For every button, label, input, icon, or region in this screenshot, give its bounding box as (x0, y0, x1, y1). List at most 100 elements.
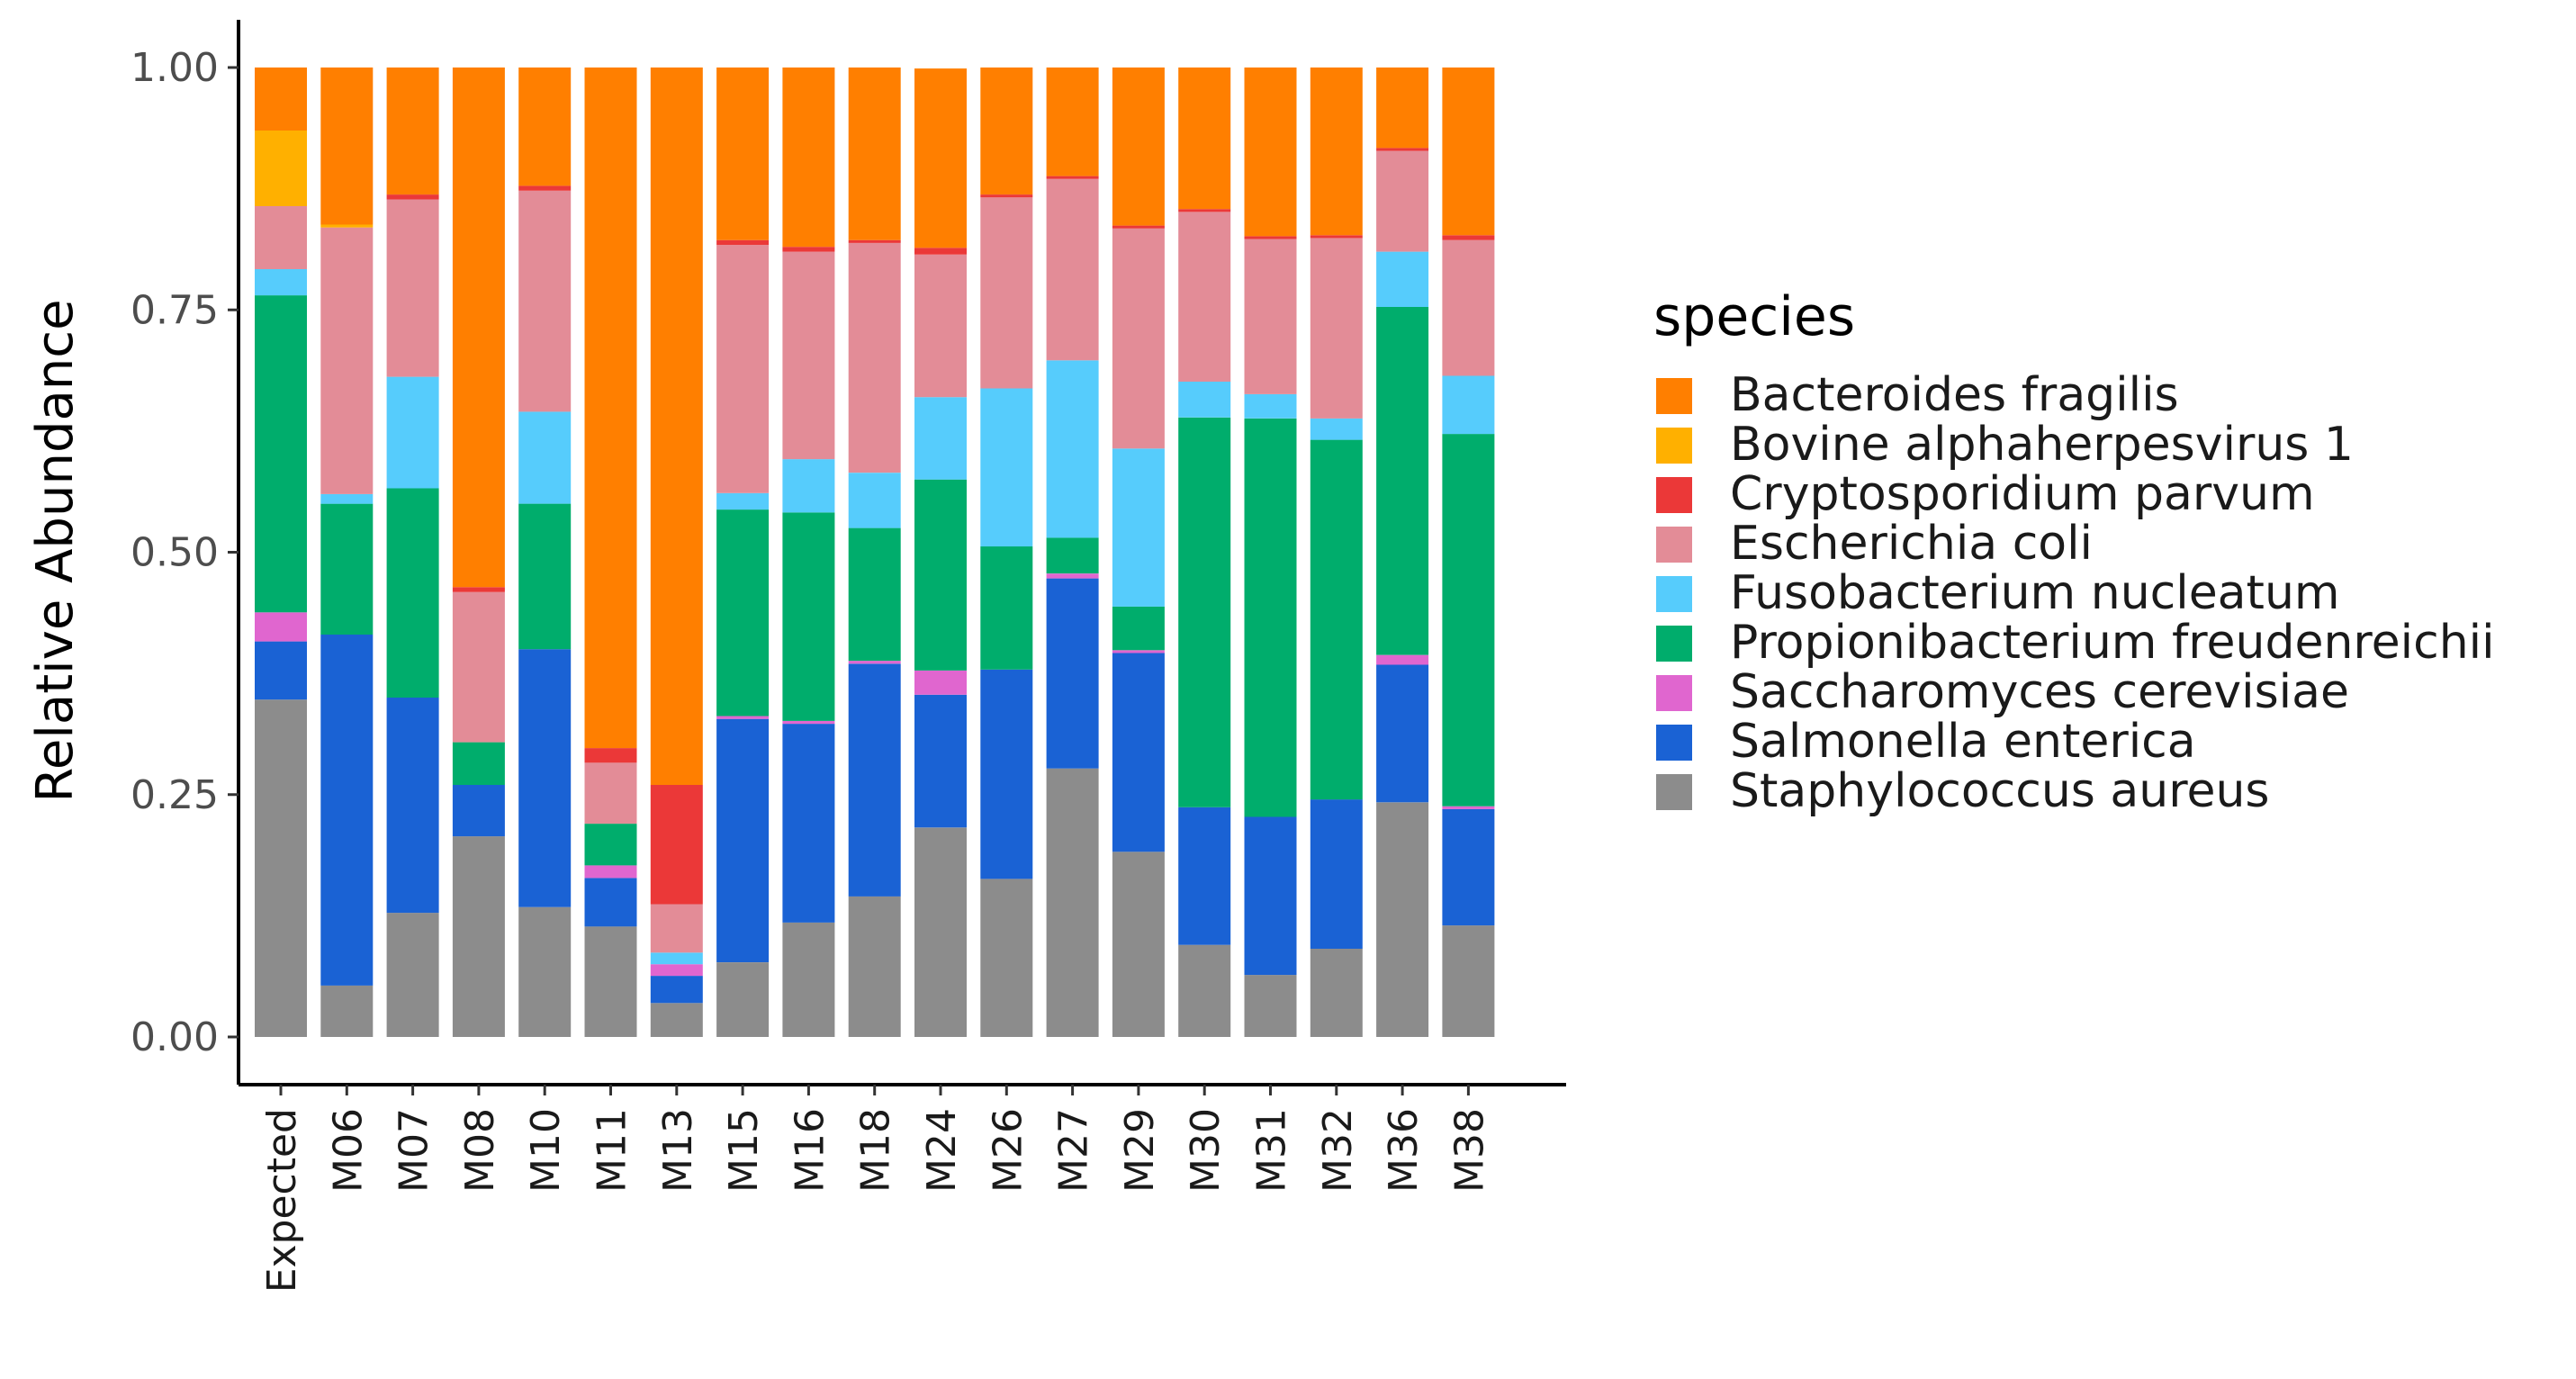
bar-segment-m26-escherichia-coli (980, 197, 1033, 389)
bar-segment-m38-saccharomyces-cerevisiae (1442, 806, 1495, 809)
bar-segment-m06-fusobacterium-nucleatum (320, 493, 374, 504)
bar-segment-m29-saccharomyces-cerevisiae (1112, 650, 1165, 653)
x-tick-label: M06 (325, 1108, 371, 1193)
x-tick-label: M15 (721, 1108, 767, 1193)
bar-segment-m15-escherichia-coli (716, 245, 770, 493)
bar-segment-m30-cryptosporidium-parvum (1178, 209, 1231, 212)
legend-label: Propionibacterium freudenreichii (1730, 616, 2495, 670)
bar-segment-m10-fusobacterium-nucleatum (518, 411, 572, 504)
bar-segment-m36-cryptosporidium-parvum (1376, 148, 1429, 151)
y-axis-title: Relative Abundance (26, 299, 85, 802)
bar-segment-m31-escherichia-coli (1244, 239, 1297, 394)
bar-segment-m24-salmonella-enterica (914, 694, 967, 828)
bar-segment-m24-fusobacterium-nucleatum (914, 397, 967, 480)
bar-segment-expected-staphylococcus-aureus (255, 699, 307, 1037)
x-tick-label: M08 (457, 1108, 503, 1193)
bar-segment-m07-bacteroides-fragilis (386, 68, 439, 195)
bar-segment-m31-bacteroides-fragilis (1244, 68, 1297, 237)
bar-segment-m13-salmonella-enterica (650, 976, 703, 1004)
bar-segment-m27-escherichia-coli (1046, 178, 1099, 361)
bar-segment-m10-propionibacterium-freudenreichii (518, 503, 572, 650)
bar-segment-m10-escherichia-coli (518, 190, 572, 412)
bar-segment-m36-escherichia-coli (1376, 150, 1429, 252)
bar-segment-m18-bacteroides-fragilis (848, 68, 901, 240)
y-ticks: 0.00 0.25 0.50 0.75 1.00 (131, 45, 239, 1060)
bar-segment-m24-propionibacterium-freudenreichii (914, 479, 967, 671)
y-tick-label: 1.00 (131, 45, 219, 91)
y-tick-label: 0.75 (131, 287, 219, 333)
bar-segment-m13-cryptosporidium-parvum (650, 785, 703, 905)
bar-segment-m36-saccharomyces-cerevisiae (1376, 654, 1429, 665)
legend-key-bacteroides-fragilis (1656, 378, 1692, 414)
bar-segment-m29-cryptosporidium-parvum (1112, 225, 1165, 229)
bar-segment-m32-fusobacterium-nucleatum (1310, 418, 1363, 440)
bar-segment-m30-propionibacterium-freudenreichii (1178, 417, 1231, 807)
x-tick-label: M16 (787, 1108, 833, 1193)
bar-segment-m24-cryptosporidium-parvum (914, 248, 967, 255)
legend-key-escherichia-coli (1656, 527, 1692, 563)
bar-segment-m36-salmonella-enterica (1376, 664, 1429, 803)
bar-segment-m06-bacteroides-fragilis (320, 68, 374, 225)
bar-segment-m29-staphylococcus-aureus (1112, 852, 1165, 1037)
bar-segment-m16-salmonella-enterica (782, 724, 835, 923)
bar-segment-m38-salmonella-enterica (1442, 808, 1495, 926)
bar-segment-m16-staphylococcus-aureus (782, 922, 835, 1037)
bar-segment-m13-bacteroides-fragilis (650, 68, 703, 785)
bar-segment-expected-fusobacterium-nucleatum (255, 269, 307, 296)
bar-segment-m08-salmonella-enterica (452, 785, 505, 837)
bar-segment-m32-salmonella-enterica (1310, 799, 1363, 949)
bar-segment-m27-bacteroides-fragilis (1046, 68, 1099, 176)
bar-segment-m38-fusobacterium-nucleatum (1442, 375, 1495, 435)
bar-segment-m26-bacteroides-fragilis (980, 68, 1033, 195)
bar-segment-m26-fusobacterium-nucleatum (980, 388, 1033, 547)
bar-segment-m16-cryptosporidium-parvum (782, 247, 835, 252)
bar-segment-m38-bacteroides-fragilis (1442, 68, 1495, 236)
bar-segment-m31-staphylococcus-aureus (1244, 975, 1297, 1037)
bar-segment-m11-salmonella-enterica (584, 878, 637, 927)
bar-segment-m38-staphylococcus-aureus (1442, 925, 1495, 1037)
bar-segment-m31-propionibacterium-freudenreichii (1244, 418, 1297, 817)
x-tick-label: M07 (392, 1108, 437, 1193)
legend-label: Cryptosporidium parvum (1730, 467, 2315, 521)
bar-segment-m31-cryptosporidium-parvum (1244, 236, 1297, 239)
x-tick-label: M27 (1051, 1108, 1097, 1193)
bar-segment-m29-fusobacterium-nucleatum (1112, 448, 1165, 607)
bar-segment-m27-propionibacterium-freudenreichii (1046, 537, 1099, 574)
bar-segment-m31-salmonella-enterica (1244, 816, 1297, 976)
bar-segment-m13-escherichia-coli (650, 904, 703, 953)
bar-segment-m27-saccharomyces-cerevisiae (1046, 573, 1099, 579)
bar-segment-m30-escherichia-coli (1178, 212, 1231, 382)
bar-segment-m10-cryptosporidium-parvum (518, 185, 572, 191)
bar-segment-m16-saccharomyces-cerevisiae (782, 720, 835, 725)
bar-segment-m08-bacteroides-fragilis (452, 68, 505, 588)
bar-segment-m27-fusobacterium-nucleatum (1046, 360, 1099, 538)
bar-segment-expected-bovine-alphaherpesvirus-1 (255, 131, 307, 206)
bar-segment-m15-propionibacterium-freudenreichii (716, 509, 770, 717)
bar-segment-m06-salmonella-enterica (320, 635, 374, 986)
x-tick-label: M32 (1315, 1108, 1361, 1193)
x-tick-label: Expected (259, 1108, 305, 1293)
legend-key-fusobacterium-nucleatum (1656, 576, 1692, 612)
bar-segment-m16-fusobacterium-nucleatum (782, 459, 835, 513)
bar-segment-m08-escherichia-coli (452, 591, 505, 743)
bar-segment-m29-salmonella-enterica (1112, 653, 1165, 852)
bar-segment-m26-salmonella-enterica (980, 669, 1033, 879)
bar-segment-m11-propionibacterium-freudenreichii (584, 824, 637, 866)
legend-key-saccharomyces-cerevisiae (1656, 675, 1692, 711)
x-tick-label: M29 (1117, 1108, 1163, 1193)
x-tick-label: M13 (655, 1108, 701, 1193)
legend-label: Escherichia coli (1730, 517, 2093, 571)
legend-label: Staphylococcus aureus (1730, 764, 2270, 818)
x-tick-label: M36 (1381, 1108, 1427, 1193)
bar-segment-m15-cryptosporidium-parvum (716, 239, 770, 246)
bar-segment-m18-staphylococcus-aureus (848, 896, 901, 1037)
x-tick-label: M18 (853, 1108, 899, 1193)
bar-segment-m29-bacteroides-fragilis (1112, 68, 1165, 226)
bar-segment-m07-escherichia-coli (386, 199, 439, 377)
bar-segment-m06-staphylococcus-aureus (320, 985, 374, 1037)
bar-segment-m11-escherichia-coli (584, 762, 637, 825)
bar-segment-m07-propionibacterium-freudenreichii (386, 488, 439, 698)
bar-segment-m30-salmonella-enterica (1178, 807, 1231, 945)
